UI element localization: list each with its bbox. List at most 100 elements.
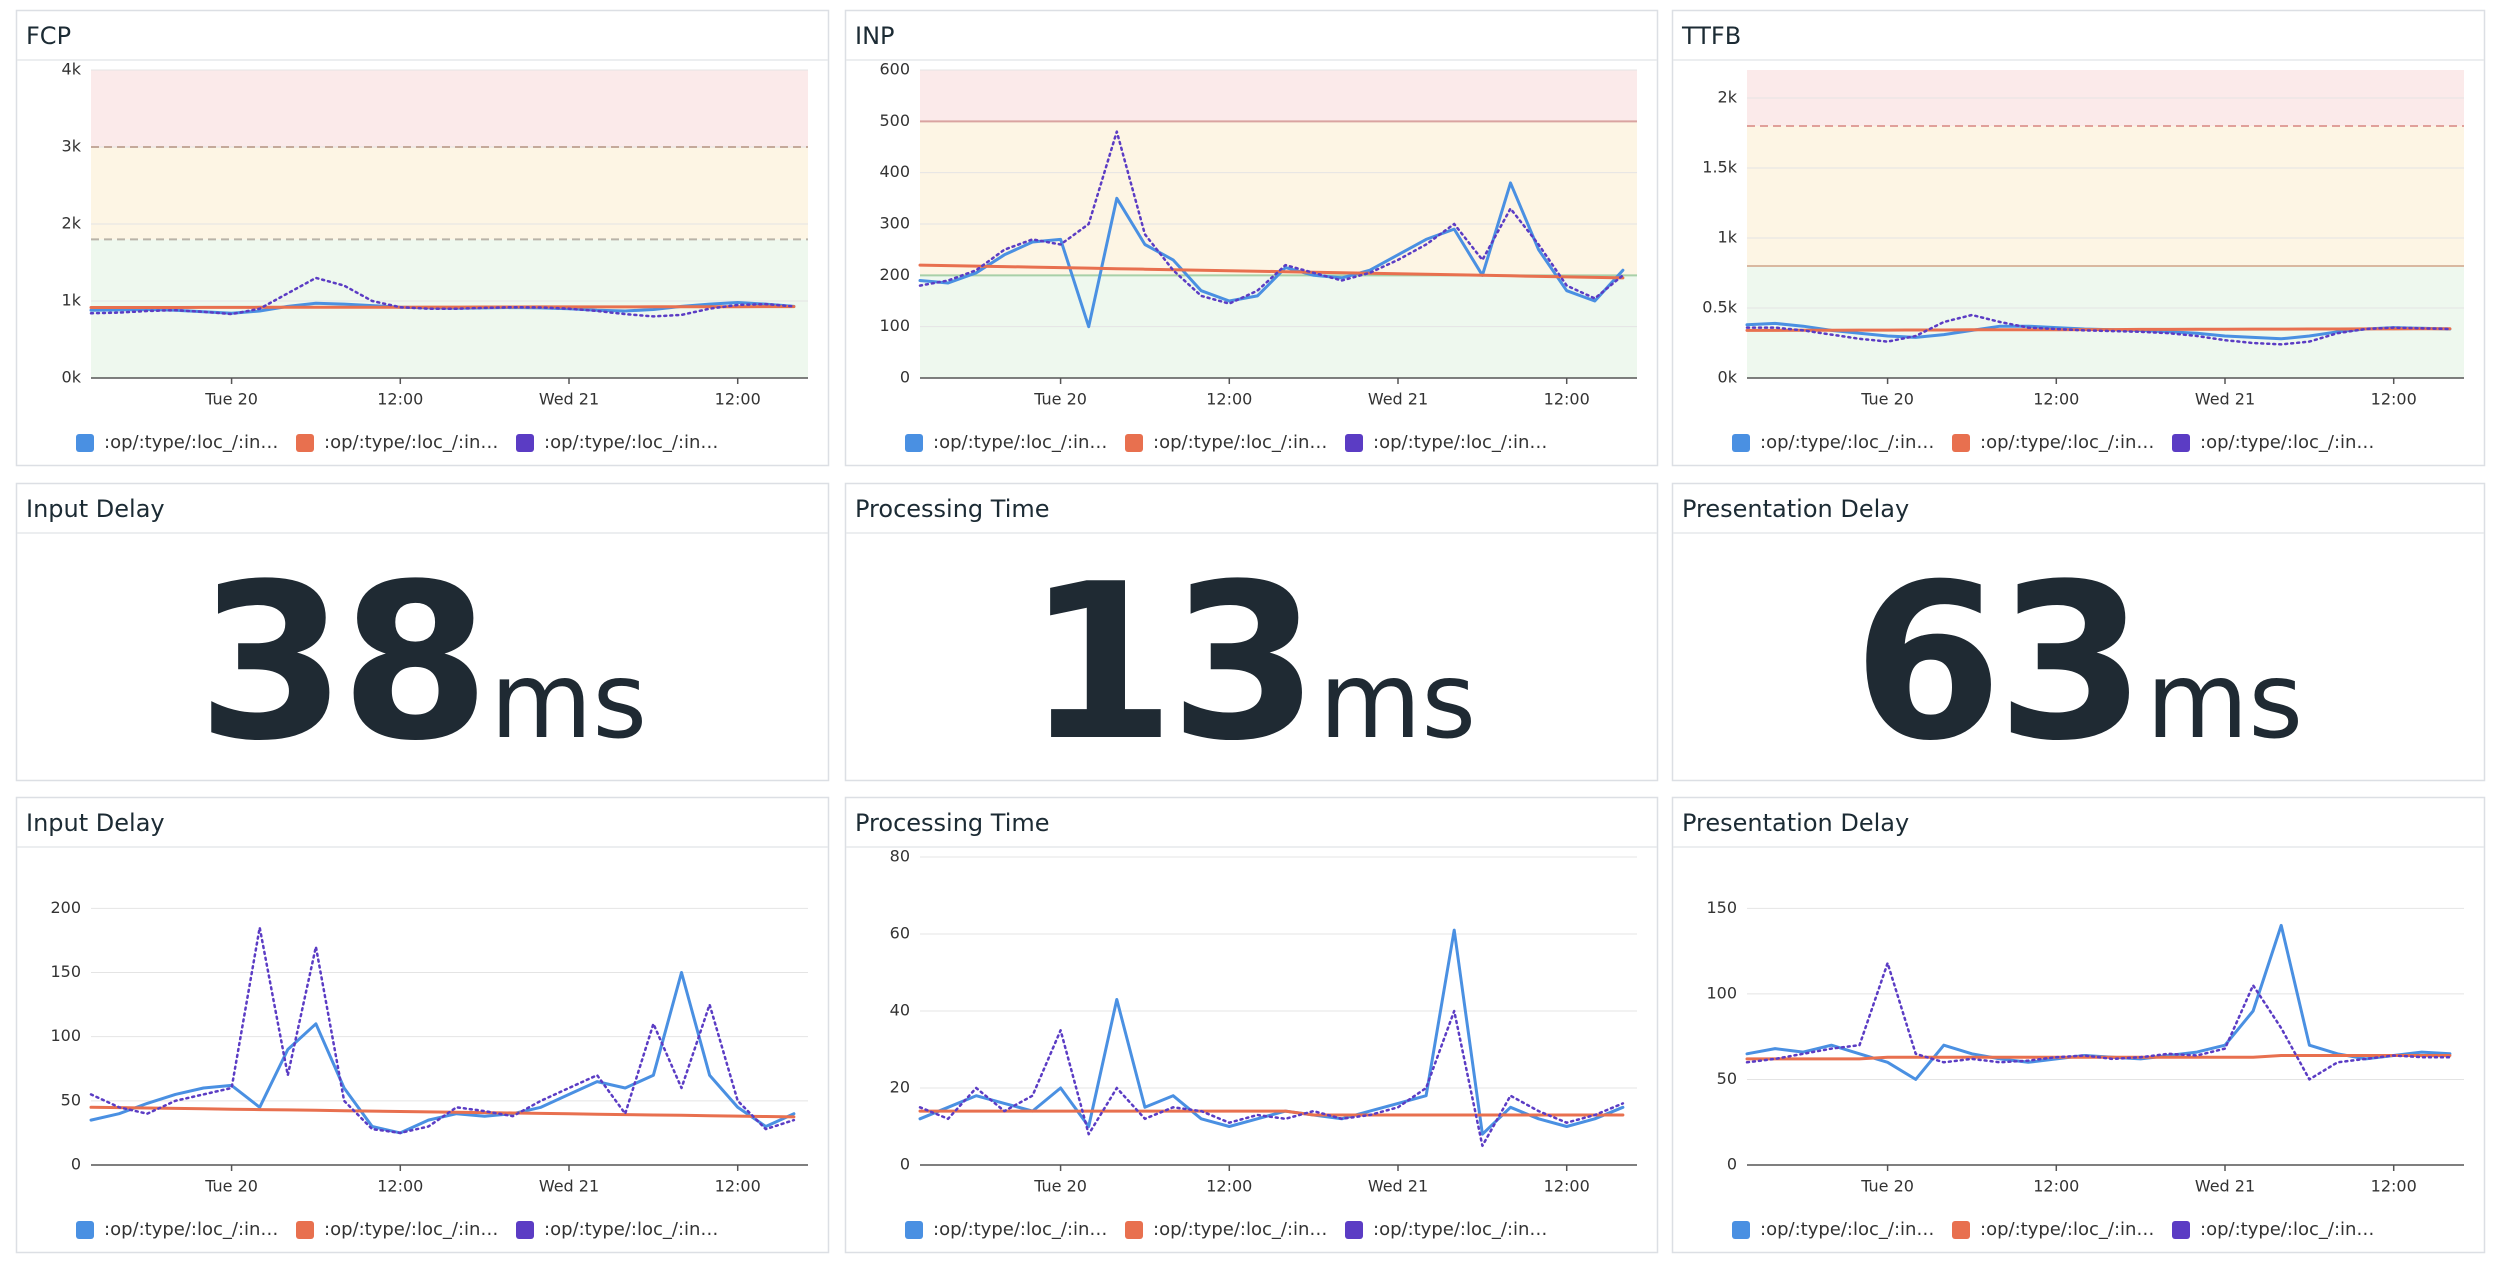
y-tick-label: 100 xyxy=(1706,983,1737,1002)
y-tick-label: 500 xyxy=(879,111,910,130)
legend-swatch xyxy=(1345,434,1363,452)
y-tick-label: 0.5k xyxy=(1702,298,1737,317)
threshold-band xyxy=(91,70,808,147)
x-tick-label: 12:00 xyxy=(2371,390,2417,409)
x-tick-label: Tue 20 xyxy=(1860,1177,1914,1196)
threshold-band xyxy=(1747,266,2464,378)
panel-title: Input Delay xyxy=(26,809,165,837)
y-tick-label: 0 xyxy=(1727,1155,1737,1174)
y-tick-label: 0 xyxy=(900,1155,910,1174)
series-line xyxy=(89,926,796,1135)
legend-swatch xyxy=(516,434,534,452)
y-tick-label: 2k xyxy=(62,214,82,233)
series-line xyxy=(89,1105,796,1119)
y-tick-label: 4k xyxy=(62,60,82,79)
legend-swatch xyxy=(296,434,314,452)
legend-label: :op/:type/:loc_/:in… xyxy=(1373,432,1547,453)
y-tick-label: 100 xyxy=(879,316,910,335)
x-tick-label: Tue 20 xyxy=(204,1177,258,1196)
y-tick-label: 2k xyxy=(1718,88,1738,107)
legend-label: :op/:type/:loc_/:in… xyxy=(933,432,1107,453)
legend-swatch xyxy=(1952,1221,1970,1239)
series-line xyxy=(918,1009,1625,1148)
big-number: 63ms xyxy=(1853,537,2303,788)
series-line xyxy=(918,928,1625,1136)
y-tick-label: 1k xyxy=(62,291,82,310)
x-tick-label: Tue 20 xyxy=(204,390,258,409)
panel xyxy=(15,796,830,1254)
legend-swatch xyxy=(1125,434,1143,452)
big-number: 38ms xyxy=(197,537,647,788)
legend-label: :op/:type/:loc_/:in… xyxy=(1760,1219,1934,1240)
legend-swatch xyxy=(2172,434,2190,452)
series-line xyxy=(1745,327,2452,332)
x-tick-label: 12:00 xyxy=(1544,1177,1590,1196)
y-tick-label: 20 xyxy=(890,1078,910,1097)
y-tick-label: 3k xyxy=(62,137,82,156)
legend-swatch xyxy=(1125,1221,1143,1239)
legend-label: :op/:type/:loc_/:in… xyxy=(1760,432,1934,453)
legend-swatch xyxy=(2172,1221,2190,1239)
panel-title: Processing Time xyxy=(855,495,1050,523)
big-number-unit: ms xyxy=(2146,640,2303,762)
big-number-unit: ms xyxy=(490,640,647,762)
legend-label: :op/:type/:loc_/:in… xyxy=(324,432,498,453)
x-tick-label: 12:00 xyxy=(1206,1177,1252,1196)
x-tick-label: 12:00 xyxy=(377,1177,423,1196)
y-tick-label: 0 xyxy=(900,368,910,387)
x-tick-label: 12:00 xyxy=(1206,390,1252,409)
panel-title: INP xyxy=(855,22,895,50)
y-tick-label: 400 xyxy=(879,162,910,181)
x-tick-label: Wed 21 xyxy=(2195,1177,2255,1196)
legend-label: :op/:type/:loc_/:in… xyxy=(1153,1219,1327,1240)
y-tick-label: 100 xyxy=(50,1026,81,1045)
x-tick-label: Wed 21 xyxy=(539,1177,599,1196)
series-line xyxy=(918,130,1625,305)
x-tick-label: 12:00 xyxy=(377,390,423,409)
legend-swatch xyxy=(1732,434,1750,452)
panel-title: Presentation Delay xyxy=(1682,809,1909,837)
y-tick-label: 200 xyxy=(879,265,910,284)
y-tick-label: 0 xyxy=(71,1155,81,1174)
threshold-band xyxy=(920,70,1637,122)
legend-swatch xyxy=(905,434,923,452)
y-tick-label: 150 xyxy=(1706,898,1737,917)
legend-label: :op/:type/:loc_/:in… xyxy=(1153,432,1327,453)
panel-title: FCP xyxy=(26,22,71,50)
legend-swatch xyxy=(76,1221,94,1239)
x-tick-label: 12:00 xyxy=(715,390,761,409)
x-tick-label: 12:00 xyxy=(2371,1177,2417,1196)
panel-title: Input Delay xyxy=(26,495,165,523)
series-line xyxy=(1745,961,2452,1081)
series-line xyxy=(1745,313,2452,346)
big-number: 13ms xyxy=(1026,537,1476,788)
legend-label: :op/:type/:loc_/:in… xyxy=(544,1219,718,1240)
y-tick-label: 300 xyxy=(879,214,910,233)
legend-label: :op/:type/:loc_/:in… xyxy=(2200,1219,2374,1240)
y-tick-label: 1k xyxy=(1718,228,1738,247)
y-tick-label: 60 xyxy=(890,924,910,943)
threshold-band xyxy=(920,121,1637,276)
legend-label: :op/:type/:loc_/:in… xyxy=(324,1219,498,1240)
legend-swatch xyxy=(1952,434,1970,452)
panel-title: TTFB xyxy=(1681,22,1741,50)
series-line xyxy=(918,1109,1625,1117)
legend-label: :op/:type/:loc_/:in… xyxy=(104,1219,278,1240)
y-tick-label: 40 xyxy=(890,1001,910,1020)
legend-label: :op/:type/:loc_/:in… xyxy=(1980,432,2154,453)
y-tick-label: 150 xyxy=(50,962,81,981)
x-tick-label: 12:00 xyxy=(2033,390,2079,409)
x-tick-label: Tue 20 xyxy=(1033,390,1087,409)
big-number-value: 13 xyxy=(1026,537,1313,788)
panel-title: Presentation Delay xyxy=(1682,495,1909,523)
x-tick-label: Wed 21 xyxy=(1368,1177,1428,1196)
y-tick-label: 50 xyxy=(1717,1069,1737,1088)
series-line xyxy=(918,181,1625,329)
legend-swatch xyxy=(516,1221,534,1239)
x-tick-label: Wed 21 xyxy=(539,390,599,409)
x-tick-label: Wed 21 xyxy=(1368,390,1428,409)
x-tick-label: Tue 20 xyxy=(1860,390,1914,409)
legend-label: :op/:type/:loc_/:in… xyxy=(933,1219,1107,1240)
